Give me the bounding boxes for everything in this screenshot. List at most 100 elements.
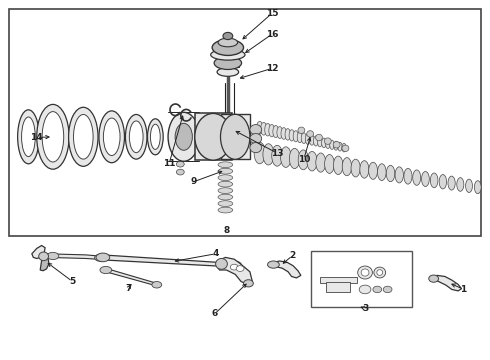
Polygon shape: [217, 257, 252, 284]
Ellipse shape: [342, 143, 346, 152]
Ellipse shape: [212, 40, 244, 55]
Ellipse shape: [100, 266, 112, 274]
Ellipse shape: [358, 266, 372, 279]
Ellipse shape: [277, 127, 283, 139]
Ellipse shape: [361, 269, 369, 276]
Ellipse shape: [404, 168, 412, 184]
Ellipse shape: [321, 138, 326, 148]
Ellipse shape: [307, 131, 314, 137]
Ellipse shape: [359, 285, 371, 294]
Ellipse shape: [373, 286, 382, 293]
Text: 16: 16: [266, 30, 278, 39]
Ellipse shape: [474, 181, 481, 194]
Ellipse shape: [214, 57, 242, 69]
Ellipse shape: [261, 122, 267, 135]
Ellipse shape: [229, 261, 242, 269]
Ellipse shape: [439, 175, 446, 189]
Ellipse shape: [281, 127, 287, 139]
Ellipse shape: [290, 148, 300, 168]
Bar: [320, 277, 357, 283]
Ellipse shape: [360, 161, 369, 178]
Ellipse shape: [334, 141, 338, 150]
Ellipse shape: [37, 104, 69, 169]
Ellipse shape: [326, 139, 330, 149]
Polygon shape: [270, 261, 301, 278]
Ellipse shape: [129, 121, 143, 153]
Ellipse shape: [257, 121, 263, 134]
Ellipse shape: [176, 138, 184, 143]
Ellipse shape: [298, 150, 308, 170]
Text: 8: 8: [223, 226, 229, 235]
Ellipse shape: [220, 114, 250, 159]
Text: 11: 11: [163, 159, 175, 168]
Bar: [311, 251, 412, 307]
Ellipse shape: [368, 162, 377, 179]
Ellipse shape: [413, 170, 421, 185]
Ellipse shape: [168, 112, 199, 161]
Ellipse shape: [211, 49, 245, 60]
Ellipse shape: [298, 127, 305, 134]
Ellipse shape: [263, 144, 274, 165]
Ellipse shape: [244, 280, 253, 287]
Ellipse shape: [254, 142, 265, 164]
Ellipse shape: [95, 254, 106, 261]
Ellipse shape: [265, 123, 270, 136]
Polygon shape: [102, 255, 238, 267]
Text: 5: 5: [70, 277, 75, 286]
Ellipse shape: [218, 201, 233, 207]
Ellipse shape: [351, 159, 360, 177]
Ellipse shape: [218, 194, 233, 200]
Polygon shape: [40, 256, 49, 271]
Text: 4: 4: [212, 249, 219, 258]
Ellipse shape: [195, 113, 232, 160]
Ellipse shape: [273, 126, 279, 138]
Ellipse shape: [69, 107, 98, 166]
Text: 12: 12: [266, 64, 278, 73]
Ellipse shape: [318, 137, 322, 147]
Ellipse shape: [268, 261, 279, 268]
Text: 6: 6: [212, 309, 218, 318]
Text: 7: 7: [125, 284, 132, 293]
Ellipse shape: [342, 145, 349, 152]
Ellipse shape: [466, 179, 472, 193]
Ellipse shape: [297, 132, 302, 143]
Bar: [326, 282, 350, 292]
Ellipse shape: [152, 282, 162, 288]
Ellipse shape: [176, 145, 184, 151]
Text: 2: 2: [290, 251, 295, 260]
Ellipse shape: [395, 167, 403, 183]
Ellipse shape: [293, 131, 298, 142]
Ellipse shape: [289, 130, 294, 141]
Ellipse shape: [42, 112, 64, 162]
Ellipse shape: [218, 188, 233, 194]
Ellipse shape: [309, 135, 314, 145]
Ellipse shape: [457, 177, 464, 191]
Ellipse shape: [307, 152, 317, 171]
Ellipse shape: [305, 134, 310, 144]
Ellipse shape: [175, 123, 193, 150]
Ellipse shape: [338, 142, 342, 151]
Ellipse shape: [99, 111, 124, 163]
Ellipse shape: [223, 32, 233, 40]
Text: 15: 15: [266, 9, 278, 18]
Ellipse shape: [448, 176, 455, 190]
Ellipse shape: [218, 207, 233, 213]
Ellipse shape: [218, 162, 233, 168]
Ellipse shape: [218, 38, 238, 47]
Ellipse shape: [218, 168, 233, 174]
Ellipse shape: [250, 125, 262, 135]
Ellipse shape: [218, 181, 233, 187]
Ellipse shape: [301, 133, 306, 144]
Text: 10: 10: [297, 154, 310, 163]
Bar: [217, 59, 239, 67]
Text: 14: 14: [30, 133, 43, 142]
Ellipse shape: [374, 267, 386, 278]
Ellipse shape: [176, 153, 184, 159]
Ellipse shape: [383, 286, 392, 293]
Ellipse shape: [147, 119, 163, 155]
Ellipse shape: [314, 136, 318, 146]
Ellipse shape: [230, 264, 238, 270]
Ellipse shape: [333, 156, 343, 175]
Ellipse shape: [47, 252, 59, 260]
Text: 1: 1: [460, 284, 466, 294]
